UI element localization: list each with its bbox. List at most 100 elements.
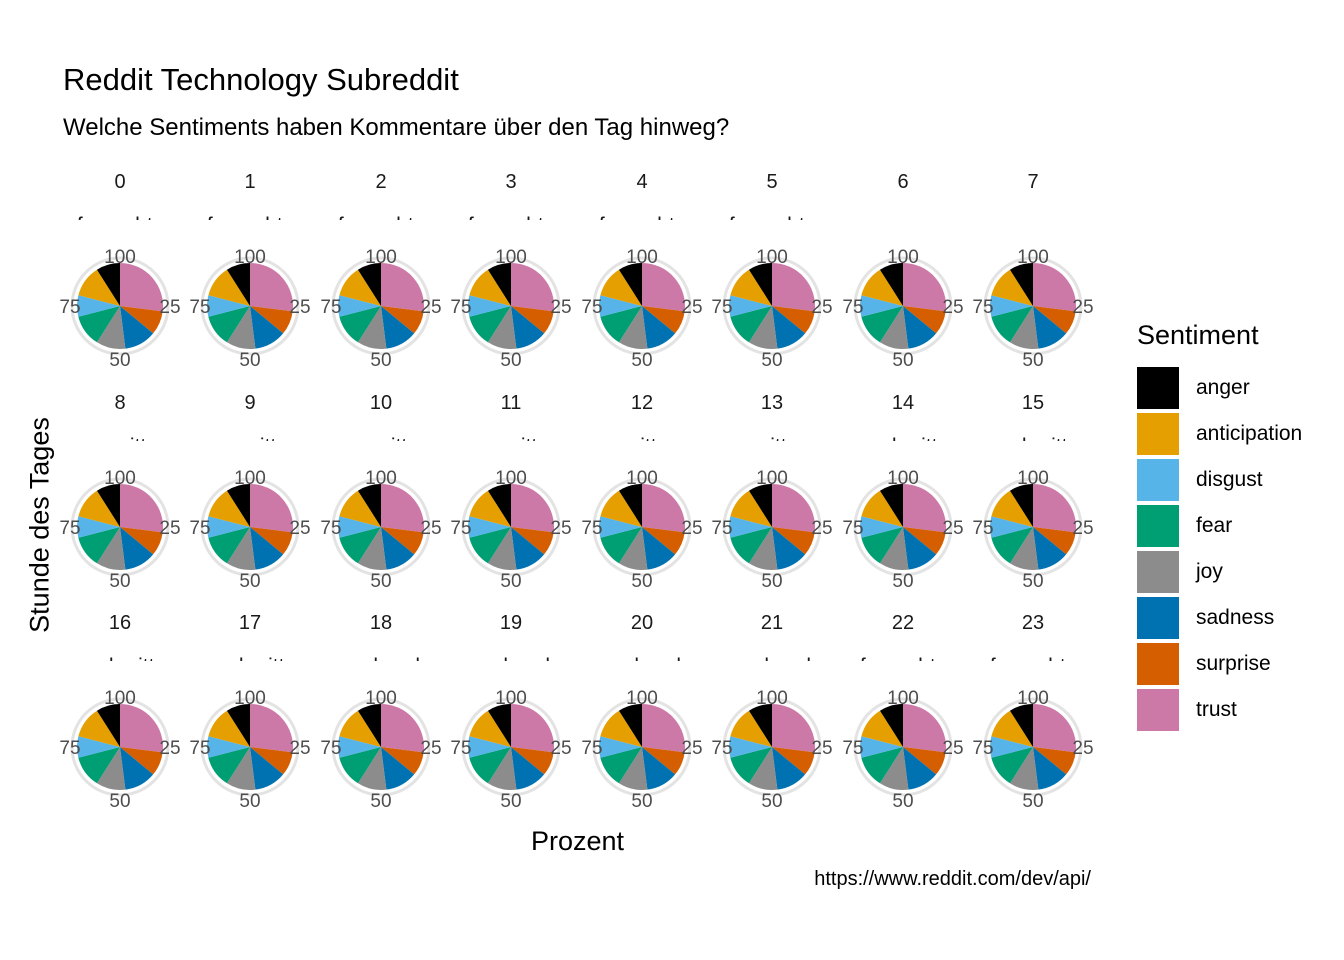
- pie-slice-trust: [772, 263, 815, 312]
- facet-hour-label: 22: [892, 612, 914, 634]
- pie-slice-trust: [511, 484, 554, 533]
- pie-slice-fear: [600, 747, 642, 784]
- axis-tick-label: 100: [104, 247, 136, 268]
- pie-slice-joy: [226, 747, 256, 790]
- pie-slice-anticipation: [730, 269, 772, 306]
- axis-tick-label: 100: [104, 688, 136, 709]
- axis-tick-label: 50: [631, 791, 652, 812]
- axis-tick-label: 100: [1017, 688, 1049, 709]
- pie-slice-fear: [78, 747, 120, 784]
- pie-slice-sadness: [381, 527, 415, 570]
- polar-grid-ring: [70, 256, 170, 356]
- pie-slice-joy: [96, 747, 126, 790]
- facet-panel-9: 9 - vormittag 100 25 50 75: [189, 392, 310, 592]
- legend-item-anticipation: anticipation: [1137, 411, 1302, 457]
- polar-grid-ring: [983, 256, 1083, 356]
- facet-panel-13: 13 c - mittags 100 25 50 75: [711, 392, 832, 592]
- axis-tick-label: 100: [1017, 468, 1049, 489]
- axis-tick-label: 25: [159, 738, 180, 759]
- pie-slice-anger: [487, 263, 511, 306]
- pie-slice-disgust: [207, 295, 250, 317]
- pie-slice-fear: [600, 306, 642, 343]
- legend-swatch-anger: [1137, 367, 1179, 409]
- pie-slice-anticipation: [339, 490, 381, 527]
- pie-slice-fear: [339, 306, 381, 343]
- legend-item-anger: anger: [1137, 365, 1302, 411]
- axis-tick-label: 75: [320, 518, 341, 539]
- pie-slice-joy: [357, 527, 387, 570]
- pie-slice-sadness: [1033, 306, 1067, 349]
- pie-slice-disgust: [859, 295, 903, 317]
- pie-slice-surprise: [642, 306, 685, 334]
- pie-slice-disgust: [990, 516, 1033, 538]
- facet-period-label: f - nachts: [338, 214, 424, 237]
- axis-tick-label: 100: [626, 468, 658, 489]
- axis-tick-label: 75: [320, 297, 341, 318]
- facet-period-label: - vormittag: [461, 435, 560, 458]
- pie-slice-surprise: [381, 747, 424, 775]
- polar-grid-ring: [200, 477, 300, 577]
- facet-panel-20: 20 e - abends 100 25 50 75: [581, 612, 702, 812]
- pie-slice-sadness: [1033, 747, 1067, 790]
- pie-slice-anger: [1009, 704, 1033, 747]
- chart-subtitle: Welche Sentiments haben Kommentare über …: [63, 114, 730, 141]
- pie-slice-joy: [879, 527, 909, 570]
- axis-tick-label: 25: [159, 518, 180, 539]
- axis-tick-label: 50: [892, 350, 913, 371]
- axis-tick-label: 25: [289, 518, 310, 539]
- polar-grid-ring: [722, 256, 822, 356]
- facet-hour-label: 14: [892, 392, 914, 414]
- pie-slice-anger: [748, 484, 772, 527]
- pie-slice-disgust: [468, 516, 511, 538]
- facet-period-label: c - mittags: [594, 435, 691, 458]
- pie-slice-sadness: [381, 747, 415, 790]
- facet-period-label: - vormittag: [70, 435, 169, 458]
- axis-tick-label: 50: [239, 571, 260, 592]
- pie-slice-trust: [381, 263, 424, 312]
- axis-tick-label: 25: [159, 297, 180, 318]
- polar-grid-ring: [983, 477, 1083, 577]
- pie-slice-fear: [730, 306, 772, 343]
- pie-slice-sadness: [120, 306, 154, 349]
- legend-swatch-fear: [1137, 505, 1179, 547]
- pie-slice-surprise: [1033, 527, 1076, 555]
- axis-tick-label: 25: [681, 518, 702, 539]
- axis-tick-label: 50: [109, 350, 130, 371]
- facet-period-label: - vormittag: [200, 435, 299, 458]
- axis-tick-label: 25: [550, 738, 571, 759]
- pie-slice-trust: [642, 704, 685, 753]
- pie-slice-anticipation: [991, 710, 1033, 747]
- pie-slice-disgust: [598, 736, 642, 758]
- axis-tick-label: 75: [842, 518, 863, 539]
- axis-tick-label: 75: [581, 518, 602, 539]
- axis-tick-label: 50: [109, 791, 130, 812]
- facet-period-label: f - nachts: [468, 214, 554, 237]
- facet-panel-10: 10 - vormittag 100 25 50 75: [320, 392, 441, 592]
- facet-panel-3: 3 f - nachts 100 25 50 75: [450, 171, 571, 371]
- pie-slice-anticipation: [339, 269, 381, 306]
- facet-period-label: f - nachts: [990, 655, 1076, 678]
- pie-slice-surprise: [772, 527, 815, 555]
- polar-grid-ring: [331, 697, 431, 797]
- legend-swatch-disgust: [1137, 459, 1179, 501]
- axis-tick-label: 25: [1072, 297, 1093, 318]
- pie-slice-disgust: [859, 516, 903, 538]
- axis-tick-label: 75: [450, 518, 471, 539]
- pie-slice-disgust: [338, 295, 381, 317]
- axis-tick-label: 75: [711, 518, 732, 539]
- pie-slice-anger: [879, 704, 903, 747]
- pie-slice-surprise: [903, 527, 946, 555]
- axis-tick-label: 75: [59, 518, 80, 539]
- pie-slice-anger: [96, 484, 120, 527]
- axis-tick-label: 50: [892, 791, 913, 812]
- pie-slice-fear: [78, 306, 120, 343]
- axis-tick-label: 75: [59, 297, 80, 318]
- axis-tick-label: 75: [189, 297, 210, 318]
- pie-slice-sadness: [642, 306, 676, 349]
- pie-slice-surprise: [250, 527, 293, 555]
- pie-slice-sadness: [511, 747, 545, 790]
- axis-tick-label: 25: [811, 518, 832, 539]
- legend-swatch-joy: [1137, 551, 1179, 593]
- pie-slice-anticipation: [600, 710, 642, 747]
- pie-slice-fear: [600, 527, 642, 564]
